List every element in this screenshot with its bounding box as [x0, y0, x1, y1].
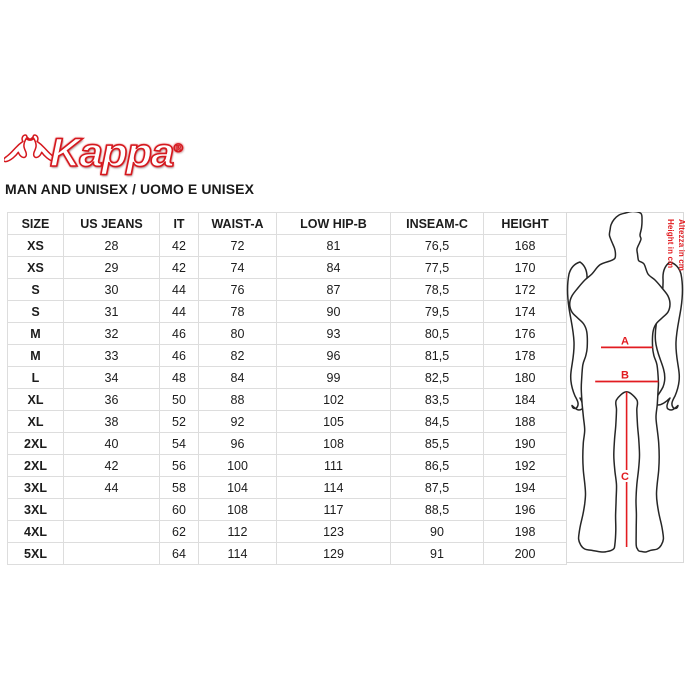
svg-text:C: C — [621, 471, 629, 483]
svg-text:A: A — [621, 336, 629, 348]
svg-text:B: B — [621, 370, 629, 382]
